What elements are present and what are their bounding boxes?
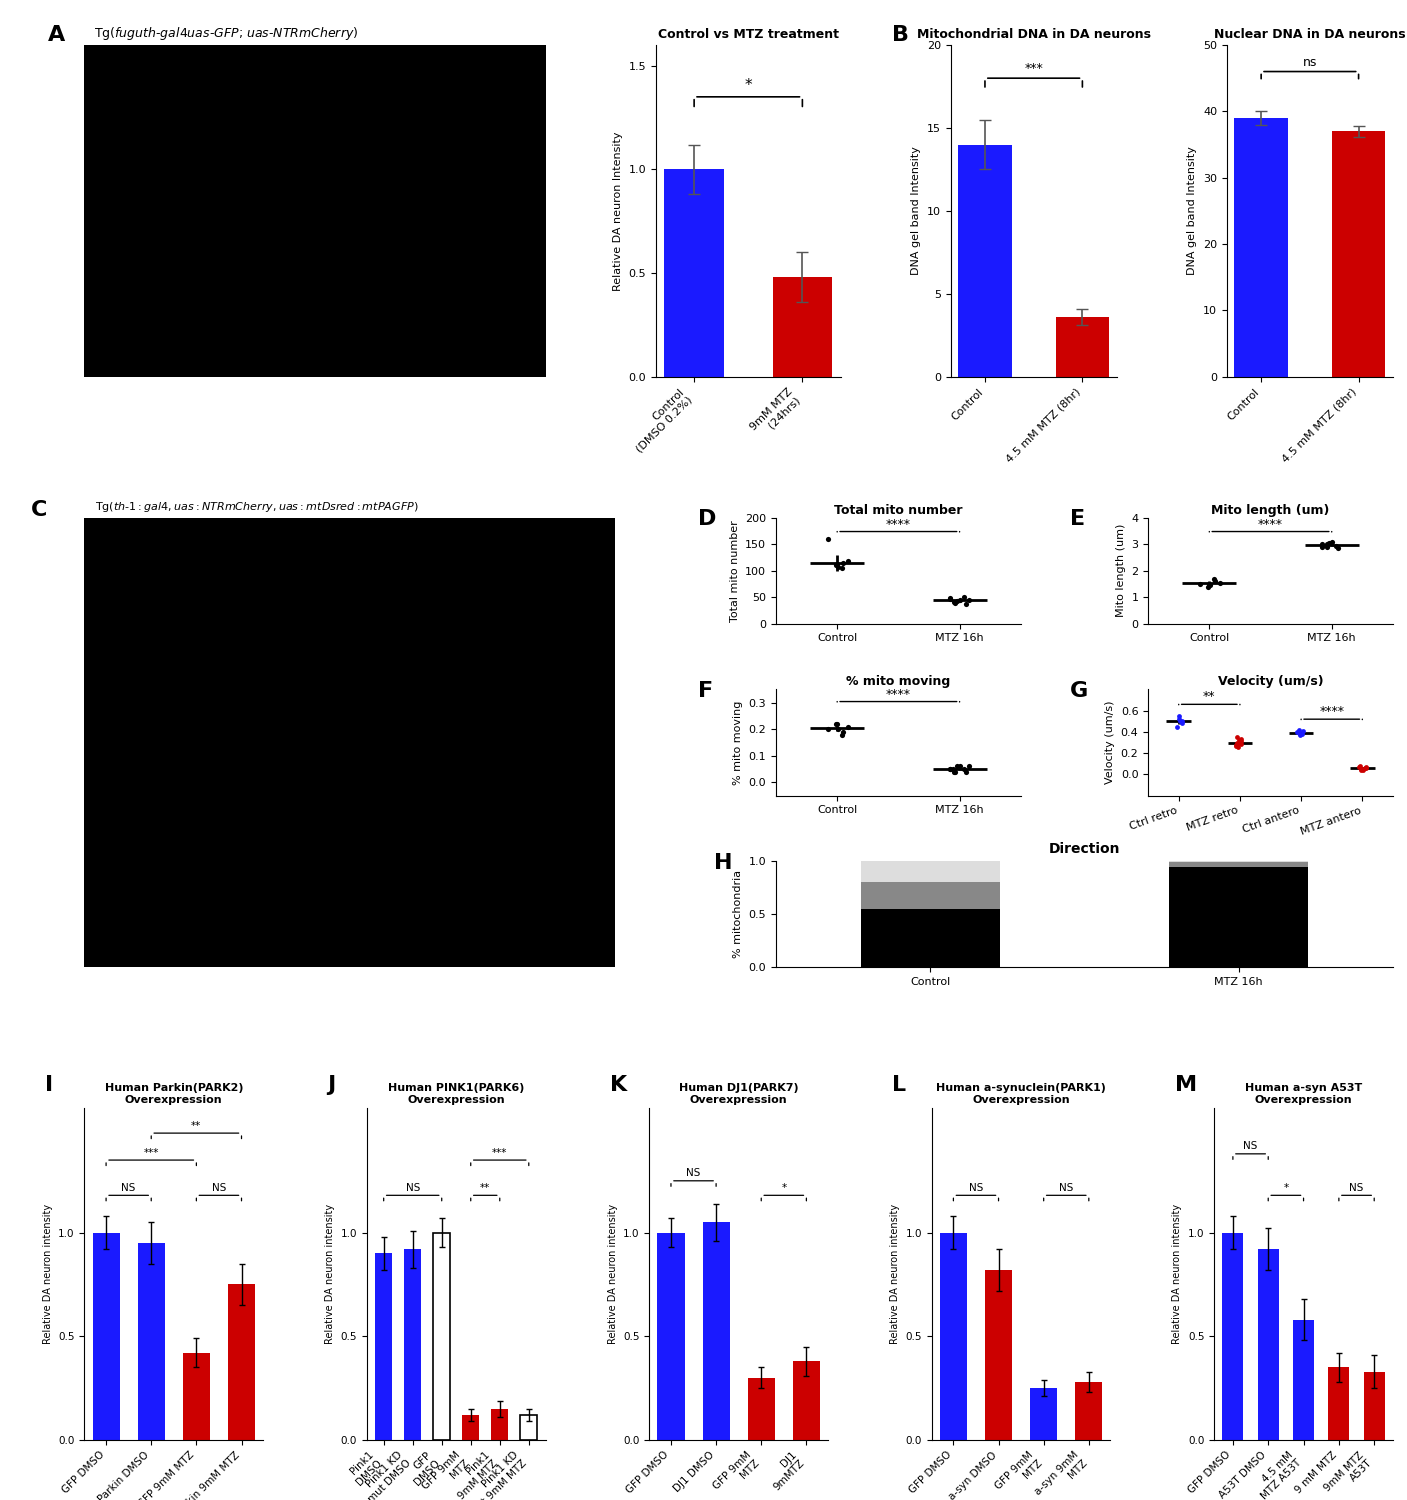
Title: Human Parkin(PARK2)
Overexpression: Human Parkin(PARK2) Overexpression — [104, 1083, 243, 1104]
Point — [827, 717, 850, 741]
Point — [938, 758, 961, 782]
Bar — [1030, 1388, 1057, 1440]
Text: NS: NS — [1059, 1184, 1074, 1192]
Text: NS: NS — [121, 1184, 136, 1192]
Point — [938, 586, 961, 610]
Point — [1230, 729, 1252, 753]
Point — [1292, 718, 1314, 742]
Y-axis label: Relative DA neuron intensity: Relative DA neuron intensity — [325, 1204, 335, 1344]
Text: ***: *** — [492, 1148, 508, 1158]
Point — [826, 712, 848, 736]
Point — [1225, 730, 1248, 754]
Title: Human DJ1(PARK7)
Overexpression: Human DJ1(PARK7) Overexpression — [678, 1083, 799, 1104]
Point — [938, 586, 961, 610]
Bar — [747, 1378, 775, 1440]
Y-axis label: DNA gel band Intensity: DNA gel band Intensity — [1188, 147, 1197, 276]
Point — [1204, 570, 1227, 594]
Y-axis label: Relative DA neuron intensity: Relative DA neuron intensity — [1172, 1204, 1182, 1344]
Point — [1224, 734, 1247, 758]
Y-axis label: % mito moving: % mito moving — [733, 700, 743, 784]
Point — [825, 712, 847, 736]
Text: NS: NS — [211, 1184, 227, 1192]
Point — [1311, 536, 1334, 560]
Point — [1203, 567, 1225, 591]
Point — [1318, 531, 1341, 555]
Title: Total mito number: Total mito number — [834, 504, 962, 516]
Point — [943, 758, 965, 782]
Point — [953, 585, 975, 609]
Bar — [521, 1414, 537, 1440]
Text: G: G — [1069, 681, 1088, 700]
Bar — [772, 278, 832, 376]
Point — [955, 759, 978, 783]
Point — [948, 588, 971, 612]
Bar — [861, 882, 999, 909]
Y-axis label: Velocity (um/s): Velocity (um/s) — [1104, 700, 1116, 784]
Bar — [1258, 1250, 1279, 1440]
Bar — [1234, 118, 1287, 376]
Bar — [958, 144, 1012, 376]
Point — [1168, 706, 1190, 730]
Point — [836, 549, 858, 573]
Y-axis label: % mitochondria: % mitochondria — [733, 870, 743, 958]
Bar — [792, 1360, 820, 1440]
Point — [1287, 722, 1310, 746]
Bar — [657, 1233, 685, 1440]
Bar — [1328, 1368, 1349, 1440]
Point — [816, 717, 839, 741]
Bar — [491, 1408, 508, 1440]
Bar — [376, 1254, 393, 1440]
Bar — [1223, 1233, 1244, 1440]
Text: J: J — [328, 1076, 336, 1095]
Bar — [1363, 1371, 1384, 1440]
Title: Human PINK1(PARK6)
Overexpression: Human PINK1(PARK6) Overexpression — [388, 1083, 525, 1104]
Point — [832, 723, 854, 747]
Y-axis label: Relative DA neuron intensity: Relative DA neuron intensity — [42, 1204, 52, 1344]
Text: *: * — [781, 1184, 787, 1192]
Point — [1327, 536, 1349, 560]
Text: M: M — [1175, 1076, 1197, 1095]
Text: **: ** — [480, 1184, 491, 1192]
Point — [832, 720, 854, 744]
Point — [827, 555, 850, 579]
Point — [1290, 722, 1313, 746]
Bar — [940, 1233, 967, 1440]
Bar — [1332, 132, 1386, 376]
Point — [946, 590, 968, 613]
Text: NS: NS — [405, 1184, 419, 1192]
Point — [1165, 714, 1188, 738]
Point — [938, 758, 961, 782]
Point — [1351, 758, 1373, 782]
Bar — [461, 1414, 480, 1440]
Point — [1199, 572, 1221, 596]
Text: Tg($\it{fuguth}$-$\it{gal4uas}$-$\it{GFP}$; $\it{uas}$-$\it{NTRmCherry}$): Tg($\it{fuguth}$-$\it{gal4uas}$-$\it{GFP… — [94, 26, 359, 42]
Title: Mitochondrial DNA in DA neurons: Mitochondrial DNA in DA neurons — [917, 28, 1151, 40]
Point — [1354, 756, 1376, 780]
Point — [1227, 735, 1249, 759]
Point — [1311, 532, 1334, 556]
Bar — [861, 909, 999, 968]
Point — [1316, 536, 1338, 560]
Bar — [1169, 867, 1309, 968]
Point — [1197, 574, 1220, 598]
Point — [943, 590, 965, 613]
Point — [1320, 530, 1342, 554]
Point — [1230, 728, 1252, 752]
Point — [1228, 730, 1251, 754]
Bar — [228, 1284, 255, 1440]
Text: C: C — [31, 500, 48, 520]
Text: NS: NS — [1244, 1142, 1258, 1152]
Text: ***: *** — [1024, 62, 1043, 75]
Bar — [664, 170, 723, 376]
Point — [1168, 704, 1190, 728]
Point — [1225, 724, 1248, 748]
Point — [948, 754, 971, 778]
Point — [955, 591, 978, 615]
Point — [1171, 710, 1193, 734]
Y-axis label: Mito length (um): Mito length (um) — [1116, 524, 1126, 618]
Text: ns: ns — [1303, 56, 1317, 69]
Point — [1230, 732, 1252, 756]
Point — [1171, 711, 1193, 735]
Title: Control vs MTZ treatment: Control vs MTZ treatment — [657, 28, 839, 40]
Text: I: I — [45, 1076, 53, 1095]
